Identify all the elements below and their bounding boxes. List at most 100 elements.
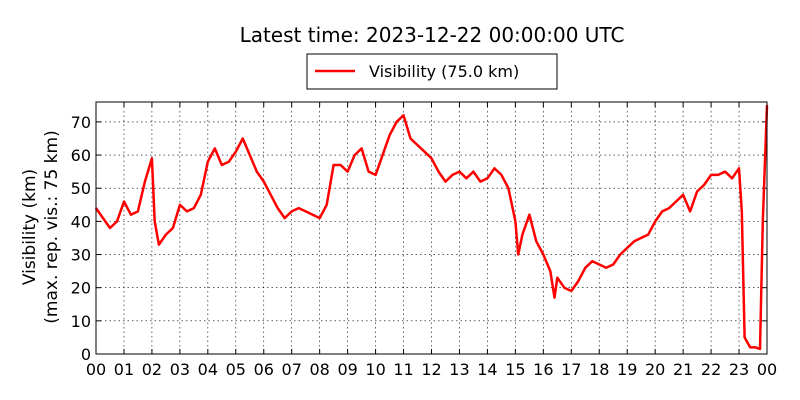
x-tick-label: 13 bbox=[449, 360, 469, 379]
x-tick-label: 15 bbox=[505, 360, 525, 379]
x-tick-label: 09 bbox=[337, 360, 357, 379]
data-point bbox=[743, 336, 746, 339]
data-point bbox=[339, 164, 342, 166]
data-point bbox=[130, 213, 132, 216]
data-point bbox=[444, 180, 447, 183]
data-point bbox=[255, 170, 258, 173]
data-point bbox=[332, 164, 335, 166]
data-point bbox=[381, 154, 384, 156]
data-point bbox=[172, 227, 174, 229]
y-tick-label: 40 bbox=[71, 212, 91, 231]
data-point bbox=[486, 177, 489, 180]
data-point bbox=[517, 253, 519, 256]
y-tick-label: 0 bbox=[81, 345, 91, 364]
data-point bbox=[228, 160, 230, 163]
data-point bbox=[221, 164, 223, 166]
data-point bbox=[325, 204, 328, 206]
data-point bbox=[290, 210, 293, 213]
data-point bbox=[584, 267, 587, 269]
data-point bbox=[283, 217, 286, 219]
x-tick-label: 03 bbox=[170, 360, 190, 379]
data-point bbox=[731, 177, 733, 180]
data-point bbox=[346, 170, 349, 173]
data-point bbox=[741, 210, 743, 213]
data-point bbox=[682, 194, 684, 196]
data-point bbox=[556, 276, 559, 279]
data-point bbox=[500, 174, 503, 176]
data-point bbox=[207, 160, 209, 163]
x-tick-label: 12 bbox=[421, 360, 441, 379]
x-tick-label: 22 bbox=[701, 360, 721, 379]
data-point bbox=[276, 207, 279, 209]
x-tick-label: 18 bbox=[589, 360, 609, 379]
data-point bbox=[353, 154, 356, 156]
data-point bbox=[465, 177, 468, 180]
data-point bbox=[200, 194, 202, 196]
data-point bbox=[388, 134, 391, 136]
data-point bbox=[661, 210, 663, 213]
data-point bbox=[472, 170, 475, 173]
data-point bbox=[507, 187, 510, 189]
data-point bbox=[263, 180, 265, 183]
data-point bbox=[151, 157, 153, 160]
data-point bbox=[179, 204, 181, 206]
data-point bbox=[123, 200, 125, 203]
data-point bbox=[619, 253, 621, 256]
data-point bbox=[640, 237, 642, 239]
data-point bbox=[738, 167, 740, 170]
data-point bbox=[703, 184, 705, 186]
x-tick-label: 14 bbox=[477, 360, 497, 379]
x-tick-label: 08 bbox=[309, 360, 329, 379]
x-tick-labels: 00 01 02 03 04 05 06 07 08 09 10 11 12 13 14 15 16 17 18 19… bbox=[86, 360, 777, 379]
data-point bbox=[605, 267, 607, 269]
x-tick-label: 05 bbox=[226, 360, 246, 379]
x-tick-label: 17 bbox=[561, 360, 581, 379]
data-point bbox=[675, 200, 677, 203]
data-point bbox=[451, 174, 454, 176]
data-point bbox=[235, 150, 237, 153]
y-tick-label: 10 bbox=[71, 312, 91, 331]
y-tick-label: 30 bbox=[71, 246, 91, 265]
data-point bbox=[612, 263, 614, 266]
y-tick-label: 60 bbox=[71, 146, 91, 165]
data-point bbox=[458, 170, 461, 173]
data-point bbox=[409, 137, 412, 140]
data-point bbox=[689, 210, 691, 213]
x-tick-label: 00 bbox=[86, 360, 106, 379]
x-tick-label: 07 bbox=[282, 360, 302, 379]
data-point bbox=[102, 217, 104, 219]
data-point bbox=[647, 233, 649, 236]
data-point bbox=[570, 290, 573, 292]
data-point bbox=[249, 154, 251, 156]
y-tick-label: 50 bbox=[71, 179, 91, 198]
data-point bbox=[109, 227, 111, 229]
data-point bbox=[479, 180, 482, 183]
data-point bbox=[416, 144, 419, 146]
legend: Visibility (75.0 km) bbox=[306, 53, 558, 90]
data-point bbox=[193, 207, 195, 209]
data-point bbox=[717, 174, 719, 176]
y-tick-labels: 0 10 20 30 40 50 60 70 bbox=[71, 113, 91, 364]
data-point bbox=[755, 346, 757, 349]
data-point bbox=[430, 157, 433, 160]
data-point bbox=[297, 207, 300, 209]
data-point bbox=[724, 170, 726, 173]
data-point bbox=[402, 114, 405, 117]
data-point bbox=[153, 220, 156, 223]
x-tick-label: 01 bbox=[114, 360, 134, 379]
data-point bbox=[367, 170, 370, 173]
x-tick-label: 20 bbox=[645, 360, 665, 379]
data-point bbox=[521, 233, 524, 236]
x-tick-label: 06 bbox=[254, 360, 274, 379]
data-point bbox=[165, 233, 167, 236]
chart-title: Latest time: 2023-12-22 00:00:00 UTC bbox=[240, 23, 625, 47]
data-point bbox=[696, 190, 698, 193]
series-layer bbox=[94, 104, 769, 351]
x-tick-label: 10 bbox=[365, 360, 385, 379]
data-point bbox=[137, 210, 139, 213]
data-point bbox=[535, 240, 538, 243]
data-point bbox=[304, 210, 307, 213]
y-axis-label: Visibility (km) (max. rep. vis.: 75 km) bbox=[20, 130, 62, 323]
visibility-series-line bbox=[94, 105, 769, 351]
